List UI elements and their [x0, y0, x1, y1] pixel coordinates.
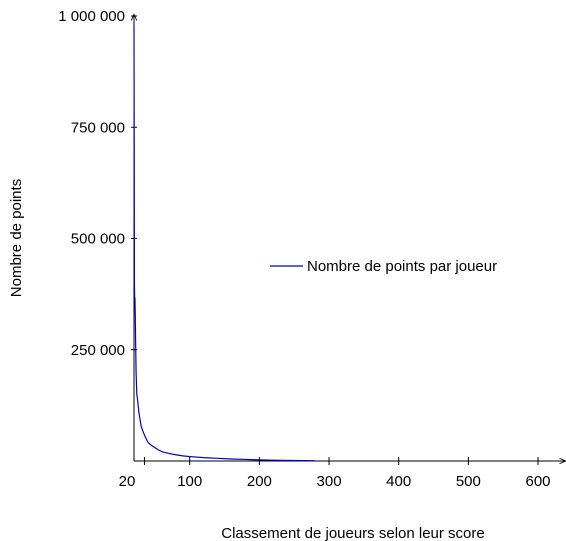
x-axis-label: Classement de joueurs selon leur score [221, 525, 484, 541]
series-layer [133, 24, 316, 462]
legend: Nombre de points par joueur [270, 258, 497, 275]
x-tick-label: 20 [119, 473, 136, 490]
legend-label: Nombre de points par joueur [307, 258, 497, 275]
x-tick-label: 600 [525, 473, 550, 490]
ticks: 20 100 200 300 400 500 600 250 000 500 000 750 00… [58, 8, 550, 490]
y-axis-label: Nombre de points [8, 179, 25, 297]
x-tick-label: 100 [177, 473, 202, 490]
series-line [133, 24, 316, 462]
axes [134, 15, 565, 461]
y-tick-label: 250 000 [71, 342, 125, 359]
x-tick-label: 300 [317, 473, 342, 490]
x-tick-label: 400 [386, 473, 411, 490]
y-tick-label: 1 000 000 [58, 8, 125, 25]
y-tick-label: 750 000 [71, 119, 125, 136]
y-tick-label: 500 000 [71, 231, 125, 248]
x-tick-label: 200 [247, 473, 272, 490]
x-tick-label: 500 [456, 473, 481, 490]
